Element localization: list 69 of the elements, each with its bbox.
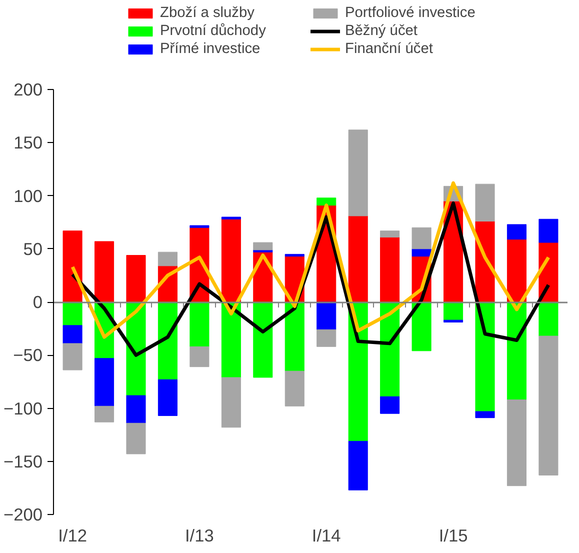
bar	[126, 395, 146, 424]
legend-label: Portfoliové investice	[345, 4, 476, 22]
bar	[94, 406, 114, 422]
y-tick-label: −150	[3, 451, 42, 472]
y-tick-label: 100	[14, 186, 43, 206]
y-tick-label: −200	[3, 504, 42, 524]
bar	[126, 255, 146, 302]
bar	[284, 370, 304, 406]
bar	[190, 225, 210, 228]
line-series	[70, 181, 550, 339]
bar	[380, 230, 400, 238]
bar	[506, 302, 527, 400]
bar	[94, 358, 114, 406]
y-tick-label: 150	[14, 132, 43, 153]
bar	[348, 440, 368, 490]
bar	[348, 130, 368, 216]
x-tick-label: I/15	[438, 526, 468, 546]
bar	[444, 320, 464, 322]
bar	[158, 379, 178, 416]
bar	[506, 224, 527, 240]
y-tick-label: −50	[13, 345, 43, 366]
bar	[62, 230, 82, 302]
y-tick-label: −100	[3, 398, 42, 418]
bar	[62, 302, 82, 326]
bar	[475, 184, 495, 222]
bar	[126, 302, 146, 396]
bar	[94, 241, 114, 302]
y-tick-label: 50	[23, 238, 43, 259]
bar	[475, 302, 495, 412]
bar	[380, 396, 400, 414]
bar	[506, 239, 527, 302]
legend-label: Běžný účet	[345, 22, 419, 40]
bar	[284, 254, 304, 257]
bar	[190, 302, 210, 347]
x-tick-label: I/12	[58, 526, 87, 546]
bar	[253, 302, 273, 378]
legend-label: Přímé investice	[160, 40, 262, 58]
bar	[158, 252, 178, 266]
legend-label: Finanční účet	[345, 40, 434, 58]
bar	[316, 302, 336, 330]
bar	[506, 400, 527, 486]
bar	[475, 411, 495, 418]
bar	[253, 242, 273, 250]
bar	[348, 216, 368, 302]
bar	[538, 302, 558, 336]
legend-label: Zboží a služby	[160, 4, 256, 22]
line-series	[70, 201, 550, 357]
bar	[316, 329, 336, 347]
legend-label: Prvotní důchody	[160, 22, 267, 40]
bar	[316, 198, 336, 206]
bar	[221, 377, 241, 428]
bar	[221, 218, 241, 302]
bar	[158, 302, 178, 380]
bar	[538, 336, 558, 476]
y-tick-label: 0	[32, 292, 43, 312]
bar	[380, 236, 400, 302]
y-tick-label: 200	[14, 80, 43, 100]
bar	[62, 325, 82, 344]
bar	[62, 343, 82, 370]
bar	[190, 346, 210, 368]
bar	[284, 302, 304, 372]
x-tick-label: I/14	[312, 526, 342, 546]
bar	[412, 248, 432, 257]
x-tick-label: I/13	[185, 526, 214, 546]
bar	[412, 227, 432, 250]
bar	[126, 422, 146, 454]
bar	[412, 302, 432, 352]
bar	[538, 218, 558, 243]
bar	[221, 216, 241, 220]
